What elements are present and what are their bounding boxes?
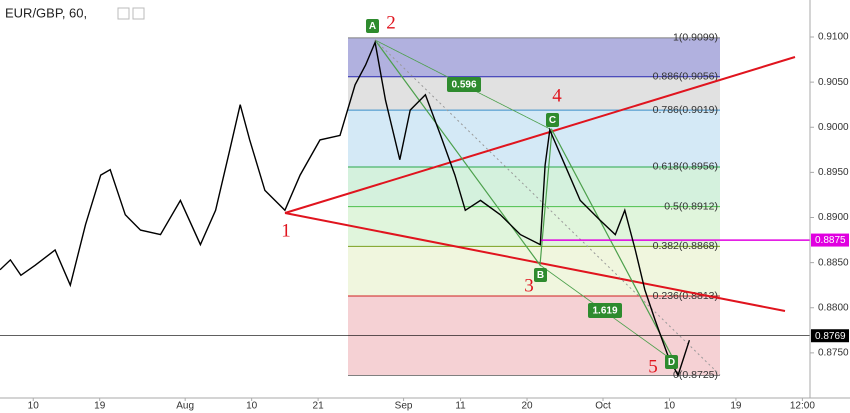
icon[interactable] [132, 7, 145, 20]
wave-label: 3 [524, 275, 534, 296]
wave-labels: 1 2 3 4 5 [281, 12, 658, 377]
y-tick-label: 0.8950 [818, 167, 849, 178]
point-box [534, 268, 547, 282]
point-label: C [549, 115, 556, 126]
chart-title: EUR/GBP, 60, [5, 5, 87, 20]
point-box [366, 19, 379, 33]
ratio-box [588, 303, 622, 318]
diagonal [374, 39, 721, 376]
point-label: A [369, 21, 376, 32]
fib-band [348, 166, 720, 207]
x-tick-label: Aug [176, 401, 194, 412]
ratio-label: 1.619 [592, 306, 617, 317]
ratio-label: 0.596 [451, 80, 476, 91]
wave-label: 4 [552, 85, 562, 106]
x-tick-label: 19 [94, 401, 106, 412]
fib-label: 0.382(0.8868) [653, 240, 718, 252]
y-tick-label: 0.9050 [818, 77, 849, 88]
y-tick-label: 0.9000 [818, 122, 849, 133]
fib-label: 0.786(0.9019) [653, 104, 718, 116]
x-tick-label: 10 [28, 401, 40, 412]
x-tick-label: Oct [595, 401, 611, 412]
price-tag-label: 0.8875 [815, 235, 846, 246]
y-tick-label: 0.8750 [818, 348, 849, 359]
x-tick-label: 20 [521, 401, 533, 412]
fib-band [348, 110, 720, 167]
fib-retracement: 1(0.9099) 0.886(0.9056) 0.786(0.9019) 0.618… [348, 32, 720, 381]
price-tag-label: 0.8769 [815, 331, 846, 342]
point-box [546, 113, 559, 127]
point-labels: A B C D [366, 19, 678, 369]
x-tick-label: 11 [455, 401, 466, 412]
fib-label: 0.886(0.9056) [653, 70, 718, 82]
y-tick-label: 0.8900 [818, 212, 849, 223]
ratio-labels: 0.596 1.619 [447, 77, 622, 318]
fib-band [348, 76, 720, 111]
price-tag [811, 233, 849, 247]
wave-label: 1 [281, 220, 291, 241]
fib-label: 1(0.9099) [673, 32, 718, 44]
price-tag [811, 329, 849, 343]
point-label: D [668, 357, 675, 368]
x-tick-label: 10 [664, 401, 676, 412]
y-tick-label: 0.9100 [818, 32, 849, 43]
x-tick-label: Sep [395, 401, 413, 412]
fib-label: 0.236(0.8813) [653, 290, 718, 302]
price-line-series [0, 39, 691, 378]
x-tick-label: 19 [730, 401, 742, 412]
trendline [284, 212, 786, 312]
abcd-pattern [374, 39, 676, 363]
ratio-box [447, 77, 481, 92]
x-tick-label: 12:00 [790, 401, 815, 412]
icon[interactable] [117, 7, 130, 20]
wave-label: 5 [648, 356, 658, 377]
point-label: B [537, 270, 544, 281]
point-box [665, 355, 678, 369]
y-tick-label: 0.8850 [818, 257, 849, 268]
fib-band [348, 37, 720, 77]
fib-label: 0(0.8725) [673, 369, 718, 381]
trendline [284, 56, 796, 214]
wave-label: 2 [386, 12, 396, 33]
y-tick-label: 0.8800 [818, 302, 849, 313]
x-tick-label: 21 [313, 401, 325, 412]
x-tick-label: 10 [246, 401, 258, 412]
fib-label: 0.5(0.8912) [664, 200, 718, 212]
fib-label: 0.618(0.8956) [653, 161, 718, 173]
